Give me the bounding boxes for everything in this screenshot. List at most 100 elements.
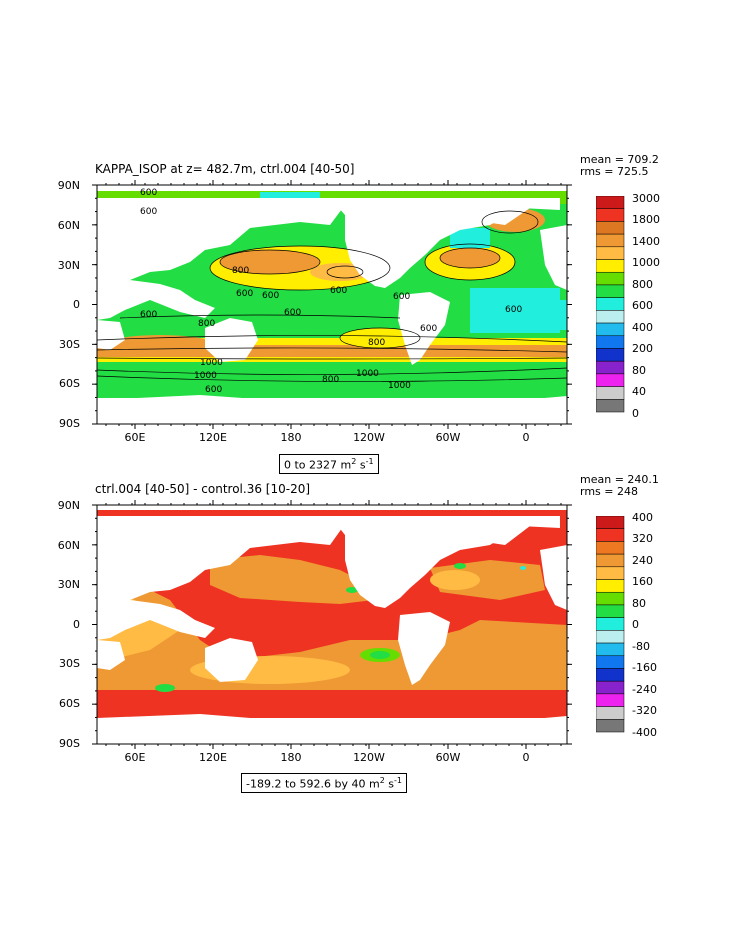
contour-label: 600: [262, 291, 279, 301]
panel1-xtick: 0: [522, 431, 530, 444]
panel1-ytick: 90S: [59, 417, 80, 430]
panel1-ytick: 0: [73, 298, 80, 311]
panel2-cb-label: -160: [632, 661, 657, 674]
panel2-xtick: 60W: [435, 751, 461, 764]
panel2-range-text: -189.2 to 592.6 by 40: [246, 777, 366, 791]
panel1-cb-label: 1000: [632, 256, 660, 269]
contour-label: 1000: [194, 371, 217, 381]
colorbar-swatch: [596, 553, 625, 568]
contour-label: 600: [140, 310, 157, 320]
panel2-cb-label: 160: [632, 575, 653, 588]
panel2-land: [97, 505, 567, 744]
panel1-xtick: 60E: [124, 431, 146, 444]
panel1-range-box: 0 to 2327 m2 s-1: [279, 454, 379, 474]
panel1-ytick: 60S: [59, 377, 80, 390]
contour-label: 600: [284, 308, 301, 318]
contour-label: 600: [205, 385, 222, 395]
panel1-colorbar: [596, 196, 625, 413]
contour-label: 800: [368, 338, 385, 348]
panel2-xtick: 180: [280, 751, 302, 764]
contour-label: 1000: [388, 381, 411, 391]
panel1-cb-label: 1400: [632, 235, 660, 248]
colorbar-swatch: [596, 630, 625, 644]
colorbar-swatch: [596, 668, 625, 682]
panel2-xtick: 120E: [199, 751, 227, 764]
panel1-rms: rms = 725.5: [580, 165, 649, 178]
panel2-colorbar: [596, 516, 625, 733]
panel2-ytick: 30N: [57, 578, 80, 591]
contour-label: 800: [198, 319, 215, 329]
colorbar-swatch: [596, 566, 625, 580]
colorbar-swatch: [596, 528, 625, 542]
panel1-cb-label: 1800: [632, 213, 660, 226]
contour-label: 600: [393, 292, 410, 302]
panel1-cb-label: 3000: [632, 192, 660, 205]
panel1-units-exp1: 2: [351, 457, 357, 466]
panel2-rms: rms = 248: [580, 485, 638, 498]
panel1-cb-label: 80: [632, 364, 646, 377]
colorbar-swatch: [596, 719, 625, 733]
panel1-units-s: s: [356, 458, 366, 472]
panel1-cb-label: 0: [632, 407, 639, 420]
colorbar-swatch: [596, 579, 625, 593]
panel2-cb-label: 80: [632, 597, 646, 610]
panel1-ytick: 30S: [59, 338, 80, 351]
panel1-cb-label: 800: [632, 278, 653, 291]
panel2-title: ctrl.004 [40-50] - control.36 [10-20]: [95, 482, 311, 496]
panel1-land: [97, 182, 567, 424]
panel2-cb-label: -320: [632, 704, 657, 717]
colorbar-swatch: [596, 604, 625, 618]
panel1-xtick: 120W: [353, 431, 385, 444]
colorbar-swatch: [596, 680, 625, 695]
panel1-cb-label: 400: [632, 321, 653, 334]
panel2-ytick: 90N: [57, 499, 80, 512]
panel1-xtick: 120E: [199, 431, 227, 444]
panel1-xtick: 180: [280, 431, 302, 444]
contour-label: 600: [420, 324, 437, 334]
panel2-cb-label: 320: [632, 532, 653, 545]
contour-label: 600: [505, 305, 522, 315]
colorbar-swatch: [596, 516, 625, 529]
colorbar-swatch: [596, 642, 625, 657]
colorbar-swatch: [596, 655, 625, 669]
colorbar-swatch: [596, 693, 625, 707]
panel1-cb-label: 200: [632, 342, 653, 355]
contour-label: 600: [236, 289, 253, 299]
panel2-units-exp1: 2: [379, 776, 385, 785]
panel1-ytick: 90N: [57, 179, 80, 192]
panel2-range-box: -189.2 to 592.6 by 40 m2 s-1: [241, 773, 408, 793]
panel2-xtick: 120W: [353, 751, 385, 764]
contour-label: 800: [322, 375, 339, 385]
panel1-contours: [96, 210, 568, 382]
panel2-ytick: 90S: [59, 737, 80, 750]
colorbar-swatch: [596, 617, 625, 631]
panel2-ytick: 0: [73, 618, 80, 631]
panel1-title: KAPPA_ISOP at z= 482.7m, ctrl.004 [40-50…: [95, 162, 355, 176]
panel1-ytick: 60N: [57, 219, 80, 232]
panel2-mean: mean = 240.1: [580, 473, 659, 486]
colorbar-swatch: [596, 541, 625, 555]
panel1-units-exp2: -1: [365, 457, 374, 466]
panel1-range-text: 0 to 2327: [284, 458, 338, 472]
panel2-xtick: 60E: [124, 751, 146, 764]
contour-label: 600: [140, 188, 157, 198]
panel1-units: m: [340, 458, 352, 472]
panel2-cb-label: 0: [632, 618, 639, 631]
panel2-units: m: [368, 777, 380, 791]
panel1-cb-label: 40: [632, 385, 646, 398]
panel2-units-s: s: [384, 777, 395, 791]
panel1-contour-labels: 600 600 800 600 600 600 600 600 600 600 …: [140, 188, 522, 395]
panel1-xtick: 60W: [435, 431, 461, 444]
panel2-cb-label: 400: [632, 511, 653, 524]
panel1-ytick: 30N: [57, 259, 80, 272]
panel2-cb-label: -80: [632, 640, 650, 653]
colorbar-swatch: [596, 399, 625, 413]
contour-label: 800: [232, 266, 249, 276]
panel2-ytick: 60S: [59, 697, 80, 710]
panel2-ytick: 30S: [59, 657, 80, 670]
contour-label: 1000: [356, 369, 379, 379]
contour-label: 600: [140, 207, 157, 217]
panel2-cb-label: -400: [632, 726, 657, 739]
